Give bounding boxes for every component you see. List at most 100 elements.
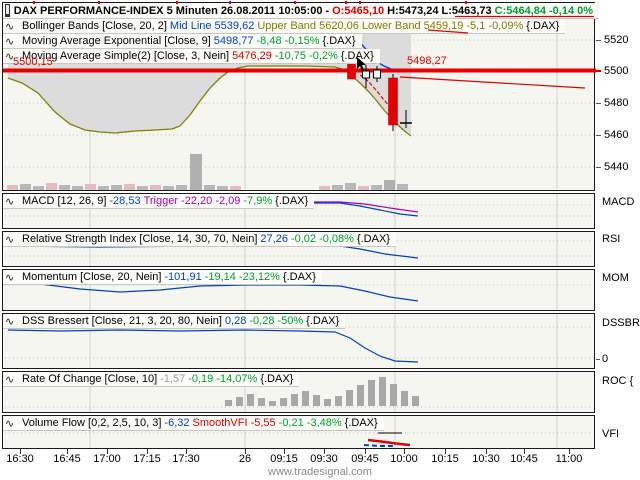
rsi-segment: {.DAX}	[356, 233, 390, 245]
time-tick	[147, 449, 148, 454]
panel-label-dss: DSSBR	[602, 317, 640, 329]
level-gridlines	[5, 326, 592, 359]
mae-segment: 5498,77	[213, 35, 254, 47]
momentum-panel[interactable]: ∿ Momentum [Close, 20, Nein] -101,91 -19,1…	[2, 269, 595, 311]
time-tick	[486, 449, 487, 454]
momentum-segment: -101,91	[164, 271, 202, 283]
time-tick	[186, 449, 187, 454]
time-tick	[67, 449, 68, 454]
mae-segment: {.DAX}	[322, 35, 356, 47]
bollinger-segment: Bollinger Bands [Close, 20, 2]	[22, 20, 167, 32]
dss-panel[interactable]: ∿ DSS Bressert [Close, 21, 3, 20, 80, Ne…	[2, 313, 595, 369]
price-tick	[596, 167, 601, 168]
indicator-row-momentum[interactable]: ∿ Momentum [Close, 20, Nein] -101,91 -19,1…	[3, 270, 322, 285]
vfi-segment: Volume Flow [0,2, 2,5, 10, 3]	[22, 417, 162, 429]
mae-segment: Moving Average Exponential [Close, 9]	[22, 35, 211, 47]
time-axis-label: 16:30	[6, 453, 34, 465]
bollinger-segment: Upper Band 5620,06	[257, 20, 359, 32]
momentum-segment: {.DAX}	[282, 271, 316, 283]
title-segment: 26.08.2011 10:05:00	[220, 4, 323, 17]
indicator-row-ma-exponential[interactable]: ∿ Moving Average Exponential [Close, 9] 5…	[3, 34, 362, 49]
macd-panel[interactable]: ∿ MACD [12, 26, 9] -28,53 Trigger -22,20 -…	[2, 193, 595, 229]
indicator-icon: ∿	[5, 20, 15, 33]
indicator-row-dss[interactable]: ∿ DSS Bressert [Close, 21, 3, 20, 80, Ne…	[3, 314, 346, 329]
time-axis-label: 10:15	[431, 453, 459, 465]
dss-segment: -0,28 -50%	[249, 315, 304, 327]
dss-zero-label: 0	[602, 353, 609, 365]
price-axis-label: 5520	[604, 34, 629, 46]
time-tick	[365, 449, 366, 454]
bollinger-segment: Lower Band 5459,19	[361, 20, 464, 32]
roc-segment: -0,19 -14,07%	[188, 373, 258, 385]
dss-zero-tick	[596, 359, 600, 360]
indicator-row-rsi[interactable]: ∿ Relative Strength Index [Close, 14, 30…	[3, 232, 396, 247]
time-axis-label: 17:15	[133, 453, 161, 465]
roc-segment: {.DAX}	[260, 373, 294, 385]
panel-label-rsi: RSI	[602, 233, 621, 245]
momentum-segment: -19,14 -23,12%	[204, 271, 280, 283]
vfi-panel[interactable]: ∿ Volume Flow [0,2, 2,5, 10, 3] -6,32 Smoo…	[2, 415, 595, 449]
time-tick	[324, 449, 325, 454]
time-tick	[445, 449, 446, 454]
panel-label-mom: MOM	[602, 272, 629, 284]
vfi-segment: -6,32	[164, 417, 190, 429]
price-tick	[596, 135, 601, 136]
roc-segment: Rate Of Change [Close, 10]	[22, 373, 158, 385]
time-axis-label: 17:00	[93, 453, 121, 465]
vfi-line	[363, 444, 393, 447]
dss-segment: DSS Bressert [Close, 21, 3, 20, 80, Nein…	[22, 315, 222, 327]
price-axis-label: 5480	[604, 97, 629, 109]
macd-segment: {.DAX}	[275, 195, 309, 207]
title-segment: DAX PERFORMANCE-INDEX 5 Minuten	[13, 4, 218, 17]
indicator-icon: ∿	[5, 50, 15, 63]
indicator-row-bollinger[interactable]: ∿ Bollinger Bands [Close, 20, 2] Mid Line…	[3, 19, 566, 34]
momentum-line	[7, 281, 419, 302]
title-segments: DAX PERFORMANCE-INDEX 5 Minuten 26.08.201…	[14, 5, 596, 17]
bollinger-segment: -5,1 -0,09%	[466, 20, 524, 32]
macd-segment: Trigger -22,20 -2,09	[143, 195, 241, 207]
momentum-segment: Momentum [Close, 20, Nein]	[22, 271, 162, 283]
indicator-icon: ∿	[5, 373, 15, 386]
indicator-icon: ∿	[5, 35, 15, 48]
macd-segment: MACD [12, 26, 9]	[22, 195, 107, 207]
price-level-label-left: 5500,15	[13, 56, 53, 68]
time-axis-label: 11:00	[555, 453, 583, 465]
price-tick	[596, 40, 601, 41]
indicator-icon: ∿	[5, 315, 15, 328]
smooth-vfi-line	[367, 438, 411, 447]
title-segment: C:5464,84	[494, 4, 547, 17]
indicator-row-ma-simple[interactable]: ∿ Moving Average Simple(2) [Close, 3, Ne…	[3, 49, 380, 64]
vfi-segment: {.DAX}	[344, 417, 378, 429]
title-segment: H:5473,24	[387, 4, 439, 17]
title-segment: 0%	[577, 4, 593, 17]
time-tick	[569, 449, 570, 454]
indicator-row-roc[interactable]: ∿ Rate Of Change [Close, 10] -1,57 -0,19 -…	[3, 372, 300, 387]
time-tick	[284, 449, 285, 454]
time-axis-label: 10:45	[510, 453, 538, 465]
rsi-panel[interactable]: ∿ Relative Strength Index [Close, 14, 30…	[2, 231, 595, 267]
rsi-segment: -0,02 -0,08%	[290, 233, 354, 245]
time-axis-label: 26	[238, 453, 252, 465]
indicator-row-vfi[interactable]: ∿ Volume Flow [0,2, 2,5, 10, 3] -6,32 Smoo…	[3, 416, 384, 431]
pin-icon	[5, 4, 10, 17]
price-axis-label: 5440	[604, 161, 629, 173]
price-level-label-right: 5498,27	[407, 55, 447, 67]
time-tick	[245, 449, 246, 454]
time-tick	[107, 449, 108, 454]
mae-segment: -8,48 -0,15%	[256, 35, 320, 47]
trend-line[interactable]	[399, 76, 586, 89]
rsi-segment: 27,26	[260, 233, 288, 245]
macd-segment: -7,9%	[243, 195, 273, 207]
roc-segment: -1,57	[160, 373, 186, 385]
tradesignal-watermark: www.tradesignal.com	[268, 466, 372, 478]
time-tick	[404, 449, 405, 454]
mas-segment: {.DAX}	[340, 50, 374, 62]
indicator-row-macd[interactable]: ∿ MACD [12, 26, 9] -28,53 Trigger -22,20 -…	[3, 194, 315, 209]
chart-title-row[interactable]: DAX PERFORMANCE-INDEX 5 Minuten 26.08.201…	[3, 3, 599, 19]
time-axis-label: 16:45	[53, 453, 81, 465]
main-price-panel[interactable]: DAX PERFORMANCE-INDEX 5 Minuten 26.08.201…	[2, 2, 599, 191]
price-tick	[596, 103, 601, 104]
roc-panel[interactable]: ∿ Rate Of Change [Close, 10] -1,57 -0,19 -…	[2, 371, 595, 413]
price-tick-5500	[596, 70, 601, 72]
